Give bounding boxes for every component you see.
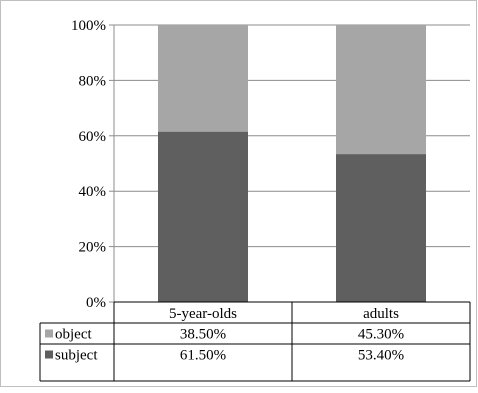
category-label: adults: [363, 306, 399, 322]
bar-subject: [336, 154, 426, 302]
data-table: 5-year-olds adults object 38.50% 45.30% subje…: [39, 301, 471, 382]
bar-subject: [158, 131, 248, 302]
bar-object: [336, 25, 426, 155]
category-label: 5-year-olds: [169, 306, 237, 322]
bar-object: [158, 25, 248, 132]
data-label: 38.50%: [180, 327, 226, 343]
y-tick-label: 0%: [86, 295, 106, 311]
y-axis-ticks: 0% 20% 40% 60% 80% 100%: [71, 18, 106, 311]
data-label: 53.40%: [358, 348, 404, 364]
y-tick-label: 80%: [79, 73, 107, 89]
y-tick-label: 40%: [79, 184, 107, 200]
series-label: object: [55, 327, 92, 343]
bars: [158, 25, 426, 302]
legend-key-object: [45, 329, 53, 338]
data-label: 45.30%: [358, 327, 404, 343]
y-tick-label: 20%: [79, 240, 107, 256]
y-tick-label: 60%: [79, 129, 107, 145]
series-label: subject: [55, 348, 98, 364]
data-label: 61.50%: [180, 348, 226, 364]
legend-key-subject: [45, 350, 53, 359]
y-tick-label: 100%: [71, 18, 106, 34]
